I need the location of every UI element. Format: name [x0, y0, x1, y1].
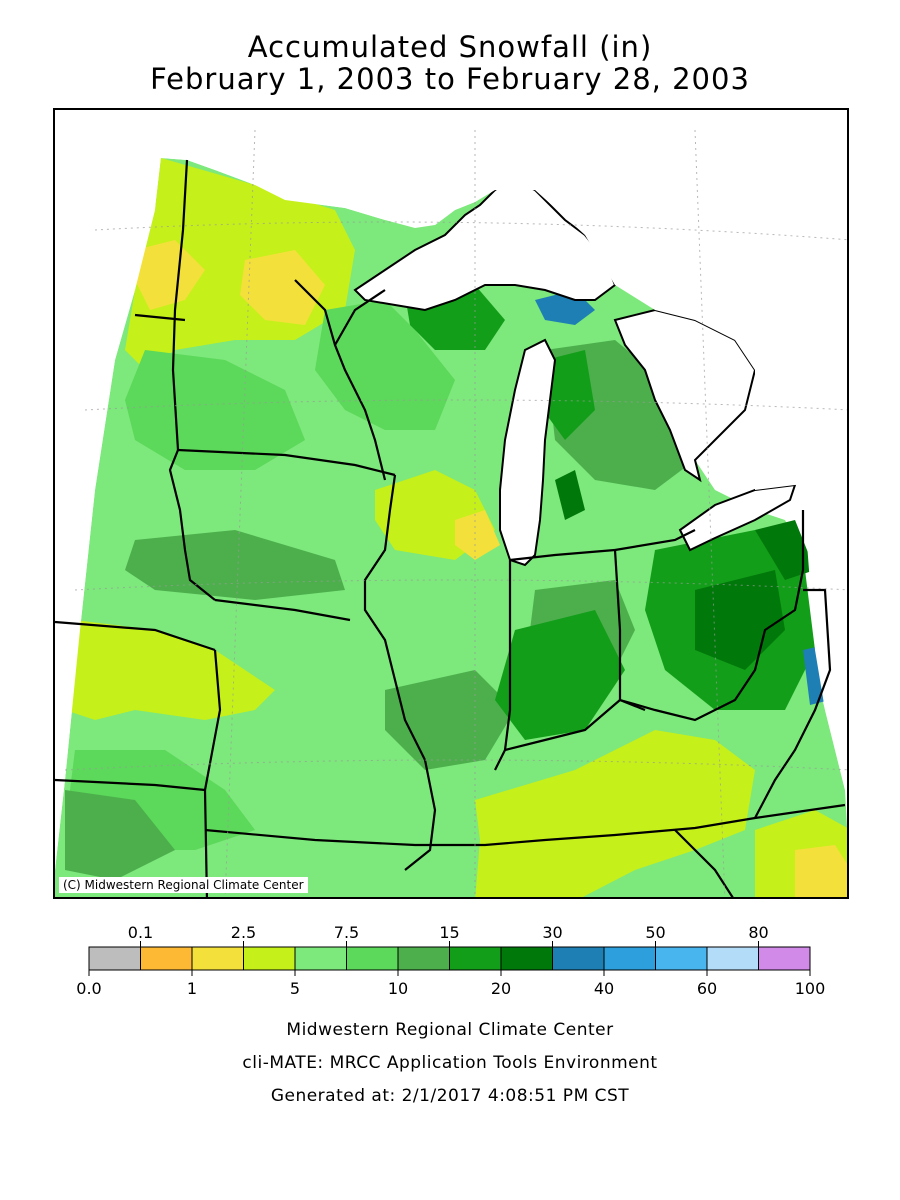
color-legend: 0.1 2.5 7.5 15 30 50 80 0.0 1 5 10 20 40 60 100 — [76, 923, 825, 998]
map-title: Accumulated Snowfall (in) — [247, 30, 653, 64]
legend-lower-label: 10 — [388, 979, 408, 998]
zone-2-5 — [795, 845, 847, 897]
legend-swatch — [706, 946, 759, 971]
state-borders — [55, 159, 846, 897]
legend-lower-label: 5 — [290, 979, 300, 998]
legend-swatch — [243, 946, 296, 971]
legend-swatch — [191, 946, 244, 971]
zone-5-7 — [65, 620, 295, 720]
legend-upper-label: 0.1 — [128, 923, 153, 942]
map-canvas — [55, 110, 847, 897]
zone-10-15 — [125, 350, 305, 470]
footer-generated: Generated at: 2/1/2017 4:08:51 PM CST — [270, 1086, 630, 1106]
graticule — [64, 129, 847, 897]
zone-5-7 — [475, 730, 755, 897]
copyright-label: (C) Midwestern Regional Climate Center — [59, 877, 308, 893]
legend-upper-label: 15 — [439, 923, 459, 942]
snowfall-map: (C) Midwestern Regional Climate Center — [53, 108, 849, 899]
legend-upper-labels: 0.1 2.5 7.5 15 30 50 80 — [128, 923, 769, 947]
footer-org: Midwestern Regional Climate Center — [286, 1020, 614, 1040]
legend-swatch — [500, 946, 553, 971]
legend-swatch — [449, 946, 502, 971]
legend-lower-label: 60 — [697, 979, 717, 998]
legend-lower-label: 100 — [795, 979, 826, 998]
canada-ontario — [161, 110, 847, 490]
zone-20-30 — [543, 350, 595, 440]
map-date-range: February 1, 2003 to February 28, 2003 — [150, 62, 750, 96]
zone-30-40 — [695, 570, 785, 670]
outside-data-east — [803, 480, 847, 804]
zone-15-20 — [65, 790, 175, 880]
zone-15-20 — [125, 530, 345, 600]
legend-upper-label: 30 — [542, 923, 562, 942]
legend-swatch — [140, 946, 193, 971]
legend-swatch — [655, 946, 708, 971]
lake-huron — [613, 308, 757, 483]
legend-upper-label: 80 — [748, 923, 768, 942]
legend-lower-label: 1 — [187, 979, 197, 998]
legend-swatch — [88, 946, 141, 971]
lake-erie — [678, 483, 797, 552]
legend-upper-label: 2.5 — [231, 923, 256, 942]
zone-2-5 — [240, 250, 325, 325]
zone-30-40 — [555, 470, 585, 520]
footer-app: cli-MATE: MRCC Application Tools Environ… — [242, 1053, 658, 1073]
zone-2-5 — [455, 510, 500, 560]
lake-michigan — [499, 338, 557, 567]
legend-swatch — [397, 946, 450, 971]
legend-lower-label: 0.0 — [76, 979, 101, 998]
legend-lower-label: 20 — [491, 979, 511, 998]
zone-20-30 — [495, 610, 625, 740]
legend-lower-label: 40 — [594, 979, 614, 998]
legend-swatch — [603, 946, 656, 971]
legend-swatch — [294, 946, 347, 971]
legend-color-bar — [88, 946, 811, 971]
legend-swatch — [346, 946, 399, 971]
outside-data-west — [55, 110, 161, 870]
legend-upper-label: 7.5 — [334, 923, 359, 942]
legend-upper-label: 50 — [645, 923, 665, 942]
legend-swatch — [758, 946, 811, 971]
zone-2-5 — [135, 240, 205, 310]
legend-swatch — [552, 946, 605, 971]
zone-10-15 — [315, 300, 455, 430]
legend-lower-labels: 0.0 1 5 10 20 40 60 100 — [76, 970, 825, 998]
zone-30-40 — [755, 520, 815, 580]
